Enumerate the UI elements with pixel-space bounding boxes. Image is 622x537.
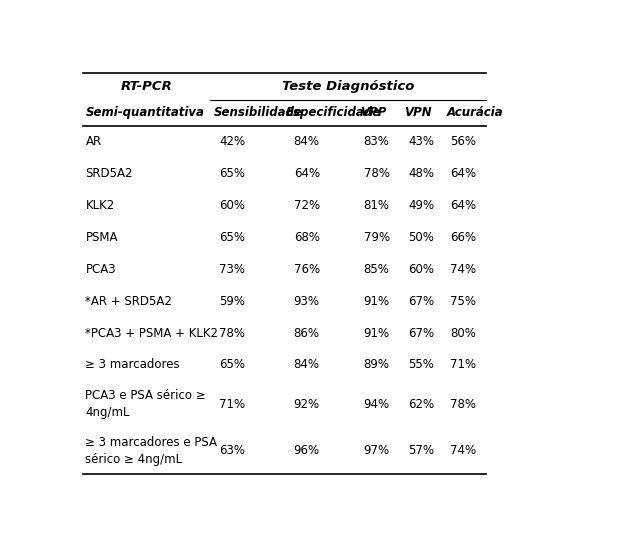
Text: 42%: 42% (219, 135, 245, 148)
Text: 43%: 43% (408, 135, 434, 148)
Text: ≥ 3 marcadores: ≥ 3 marcadores (85, 358, 180, 372)
Text: 94%: 94% (364, 397, 390, 411)
Text: 91%: 91% (364, 326, 390, 339)
Text: 89%: 89% (364, 358, 389, 372)
Text: Acurácia: Acurácia (447, 106, 503, 120)
Text: 63%: 63% (219, 444, 245, 457)
Text: 65%: 65% (219, 231, 245, 244)
Text: 71%: 71% (219, 397, 245, 411)
Text: 60%: 60% (408, 263, 434, 276)
Text: *PCA3 + PSMA + KLK2: *PCA3 + PSMA + KLK2 (85, 326, 218, 339)
Text: 78%: 78% (364, 167, 389, 180)
Text: 48%: 48% (408, 167, 434, 180)
Text: 79%: 79% (364, 231, 390, 244)
Text: 81%: 81% (364, 199, 389, 212)
Text: 96%: 96% (294, 444, 320, 457)
Text: 93%: 93% (294, 295, 320, 308)
Text: Semi-quantitativa: Semi-quantitativa (85, 106, 205, 120)
Text: PCA3 e PSA sérico ≥
4ng/mL: PCA3 e PSA sérico ≥ 4ng/mL (85, 389, 206, 419)
Text: 78%: 78% (219, 326, 245, 339)
Text: 67%: 67% (408, 326, 434, 339)
Text: 56%: 56% (450, 135, 476, 148)
Text: KLK2: KLK2 (85, 199, 114, 212)
Text: AR: AR (85, 135, 101, 148)
Text: 73%: 73% (219, 263, 245, 276)
Text: 64%: 64% (450, 199, 476, 212)
Text: ≥ 3 marcadores e PSA
sérico ≥ 4ng/mL: ≥ 3 marcadores e PSA sérico ≥ 4ng/mL (85, 436, 218, 466)
Text: 71%: 71% (450, 358, 476, 372)
Text: 68%: 68% (294, 231, 320, 244)
Text: *AR + SRD5A2: *AR + SRD5A2 (85, 295, 172, 308)
Text: 84%: 84% (294, 135, 320, 148)
Text: 80%: 80% (450, 326, 476, 339)
Text: 74%: 74% (450, 444, 476, 457)
Text: 60%: 60% (219, 199, 245, 212)
Text: 72%: 72% (294, 199, 320, 212)
Text: 85%: 85% (364, 263, 389, 276)
Text: Teste Diagnóstico: Teste Diagnóstico (282, 80, 414, 93)
Text: 75%: 75% (450, 295, 476, 308)
Text: 57%: 57% (408, 444, 434, 457)
Text: 67%: 67% (408, 295, 434, 308)
Text: 66%: 66% (450, 231, 476, 244)
Text: Sensibilidade: Sensibilidade (214, 106, 303, 120)
Text: PSMA: PSMA (85, 231, 118, 244)
Text: 97%: 97% (364, 444, 390, 457)
Text: 49%: 49% (408, 199, 434, 212)
Text: VPN: VPN (404, 106, 432, 120)
Text: 65%: 65% (219, 167, 245, 180)
Text: SRD5A2: SRD5A2 (85, 167, 133, 180)
Text: 65%: 65% (219, 358, 245, 372)
Text: 74%: 74% (450, 263, 476, 276)
Text: 62%: 62% (408, 397, 434, 411)
Text: 86%: 86% (294, 326, 320, 339)
Text: 55%: 55% (408, 358, 434, 372)
Text: 64%: 64% (450, 167, 476, 180)
Text: Especificidade: Especificidade (285, 106, 381, 120)
Text: VPP: VPP (360, 106, 387, 120)
Text: RT-PCR: RT-PCR (121, 80, 172, 93)
Text: 50%: 50% (408, 231, 434, 244)
Text: 92%: 92% (294, 397, 320, 411)
Text: 83%: 83% (364, 135, 389, 148)
Text: PCA3: PCA3 (85, 263, 116, 276)
Text: 76%: 76% (294, 263, 320, 276)
Text: 78%: 78% (450, 397, 476, 411)
Text: 91%: 91% (364, 295, 390, 308)
Text: 59%: 59% (219, 295, 245, 308)
Text: 84%: 84% (294, 358, 320, 372)
Text: 64%: 64% (294, 167, 320, 180)
